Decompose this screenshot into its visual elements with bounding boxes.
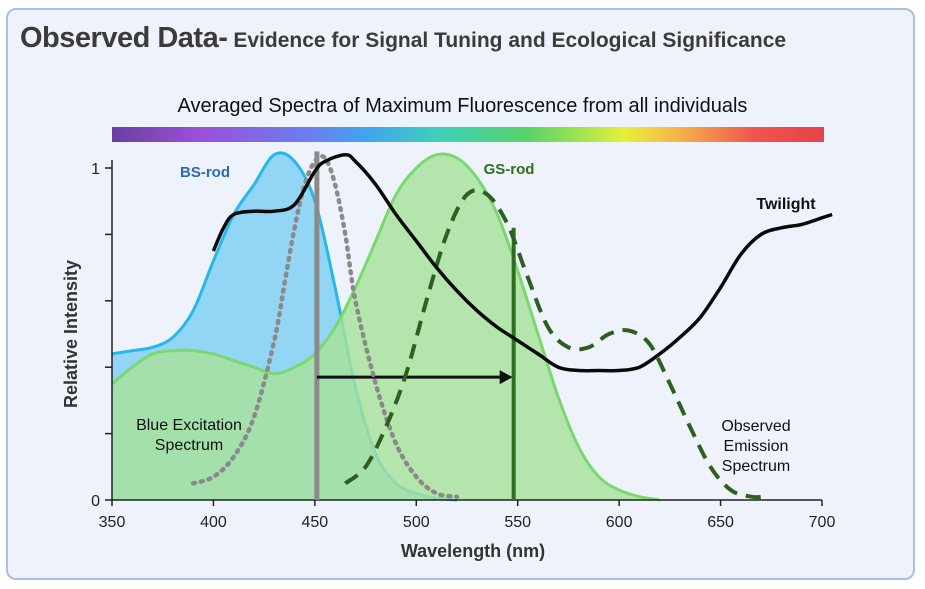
x-tick-label: 350: [99, 514, 126, 531]
title-subtitle: Evidence for Signal Tuning and Ecologica…: [233, 29, 787, 52]
x-tick-label: 600: [606, 514, 633, 531]
x-tick-label: 700: [809, 514, 836, 531]
twilight-line: [211, 152, 833, 373]
x-tick-label: 400: [200, 514, 227, 531]
y-tick-label: 0: [91, 493, 100, 510]
visible-spectrum-bar: [112, 127, 824, 142]
emission-label-line: Emission: [724, 438, 789, 455]
gs-rod-label: GS-rod: [484, 161, 535, 178]
emission-label-line: Spectrum: [722, 458, 790, 475]
twilight-label: Twilight: [756, 196, 816, 213]
gs-rod-area: [112, 153, 660, 500]
excitation-label-line: Blue Excitation: [136, 417, 242, 434]
bs-rod-label: BS-rod: [180, 164, 230, 181]
x-tick-label: 500: [403, 514, 430, 531]
x-tick-label: 450: [302, 514, 329, 531]
excitation-label-line: Spectrum: [155, 437, 223, 454]
excitation-spectrum-line: [190, 153, 460, 499]
y-tick-label: 1: [91, 161, 100, 178]
page-title: Observed Data- Evidence for Signal Tuning…: [20, 22, 786, 55]
emission-label-line: Observed: [721, 418, 790, 435]
gs-rod-line: [111, 152, 660, 502]
emission-spectrum-line: [344, 188, 766, 500]
x-axis-label: Wavelength (nm): [401, 541, 545, 561]
spectrum-bar-title: Averaged Spectra of Maximum Fluorescence…: [177, 95, 748, 117]
title-main: Observed Data-: [20, 22, 228, 54]
x-tick-label: 550: [504, 514, 531, 531]
x-tick-label: 650: [707, 514, 734, 531]
y-axis-label: Relative Intensity: [61, 260, 81, 408]
shift-arrow-head: [499, 370, 513, 385]
